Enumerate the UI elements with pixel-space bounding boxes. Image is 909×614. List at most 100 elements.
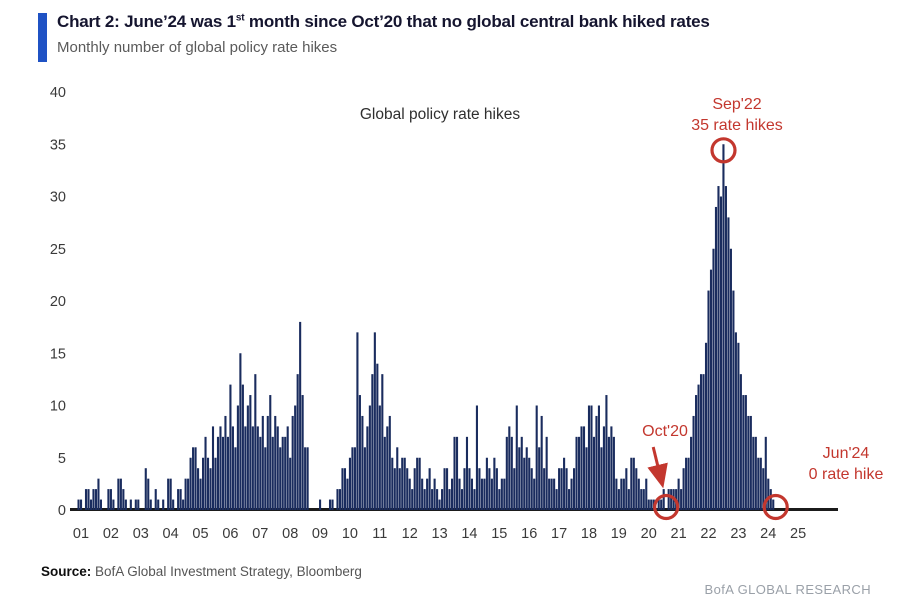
bar-month xyxy=(677,478,680,510)
bar-month xyxy=(625,468,628,510)
bar-month xyxy=(553,478,556,510)
bar-month xyxy=(373,332,376,510)
bar-month xyxy=(460,489,464,510)
bar-month xyxy=(525,447,528,510)
bar-month xyxy=(361,415,364,510)
bar-month xyxy=(717,186,720,511)
bar-month xyxy=(503,478,506,510)
bar-month xyxy=(463,468,466,510)
bar-month xyxy=(570,478,573,510)
x-tick-label: 16 xyxy=(521,526,537,542)
bar-month xyxy=(167,478,170,510)
bar-month xyxy=(107,489,110,510)
bar-month xyxy=(747,415,750,510)
bar-month xyxy=(662,489,665,510)
x-tick-label: 18 xyxy=(581,526,597,542)
bar-month xyxy=(426,478,429,510)
bar-month xyxy=(124,499,127,510)
bar-month xyxy=(431,489,434,510)
bar-month xyxy=(358,395,361,510)
source-text: BofA Global Investment Strategy, Bloombe… xyxy=(91,564,362,579)
bar-month xyxy=(505,436,508,510)
bar-month xyxy=(79,499,83,510)
source-line: Source: BofA Global Investment Strategy,… xyxy=(41,564,362,579)
bar-month xyxy=(281,436,284,510)
bar-month xyxy=(565,468,568,510)
bar-month xyxy=(371,374,374,510)
bar-month xyxy=(366,426,369,510)
bar-month xyxy=(752,436,755,510)
bar-month xyxy=(122,489,125,510)
bar-month xyxy=(759,457,762,510)
bar-month xyxy=(304,447,307,510)
bar-month xyxy=(687,457,690,510)
bar-month xyxy=(428,468,431,510)
bar-month xyxy=(284,436,287,510)
bar-month xyxy=(762,468,765,510)
bar-month xyxy=(680,489,683,510)
bar-month xyxy=(264,447,267,510)
bar-month xyxy=(548,478,551,510)
bar-month xyxy=(147,478,150,510)
bar-month xyxy=(214,457,217,510)
bar-month xyxy=(580,426,583,510)
bar-month xyxy=(757,457,760,510)
bar-month xyxy=(622,478,625,510)
x-tick-label: 21 xyxy=(671,526,687,542)
bar-month xyxy=(296,374,299,510)
bar-month xyxy=(610,426,613,510)
bar-month xyxy=(724,186,727,511)
page-title: Chart 2: June’24 was 1st month since Oct… xyxy=(57,12,710,32)
bar-month xyxy=(226,436,229,510)
bar-month xyxy=(144,468,147,510)
bar-month xyxy=(256,426,259,510)
bar-month xyxy=(657,499,660,510)
bar-month xyxy=(244,426,247,510)
bar-month xyxy=(704,342,708,510)
bar-month xyxy=(77,499,80,510)
bar-month xyxy=(632,457,635,510)
bar-month xyxy=(279,447,282,510)
bar-month xyxy=(416,457,419,510)
x-tick-label: 25 xyxy=(790,526,806,542)
bar-month xyxy=(545,436,548,510)
bar-month xyxy=(699,374,703,510)
bar-month xyxy=(667,489,670,510)
bar-month xyxy=(647,499,650,510)
bar-month xyxy=(533,478,536,510)
bar-month xyxy=(376,363,379,510)
bar-month xyxy=(274,415,277,510)
bar-month xyxy=(341,468,344,510)
bar-month xyxy=(530,468,533,510)
highlight-circle-jun24 xyxy=(762,493,789,521)
bar-month xyxy=(346,478,349,510)
bar-month xyxy=(540,415,543,510)
bar-month xyxy=(448,489,451,510)
bar-month xyxy=(707,290,710,510)
bar-month xyxy=(620,478,623,510)
bar-month xyxy=(590,405,593,510)
bar-month xyxy=(443,468,446,510)
x-tick-label: 23 xyxy=(730,526,746,542)
bar-month xyxy=(587,405,591,510)
bar-month xyxy=(423,489,426,510)
annotation-sep22-line1: Sep'22 xyxy=(712,96,762,113)
bar-month xyxy=(199,478,202,510)
x-tick-label: 05 xyxy=(192,526,208,542)
x-tick-label: 01 xyxy=(73,526,89,542)
bar-month xyxy=(602,426,605,510)
bar-month xyxy=(555,489,558,510)
bar-month xyxy=(685,457,688,510)
bar-month xyxy=(291,415,294,510)
bar-month xyxy=(388,415,391,510)
bar-month xyxy=(209,468,212,510)
x-tick-label: 20 xyxy=(641,526,657,542)
bar-month xyxy=(403,457,406,510)
bar-month xyxy=(99,499,102,510)
bar-month xyxy=(89,499,93,510)
oct20-arrow xyxy=(647,446,668,489)
bar-month xyxy=(338,489,342,510)
bar-month xyxy=(378,405,381,510)
